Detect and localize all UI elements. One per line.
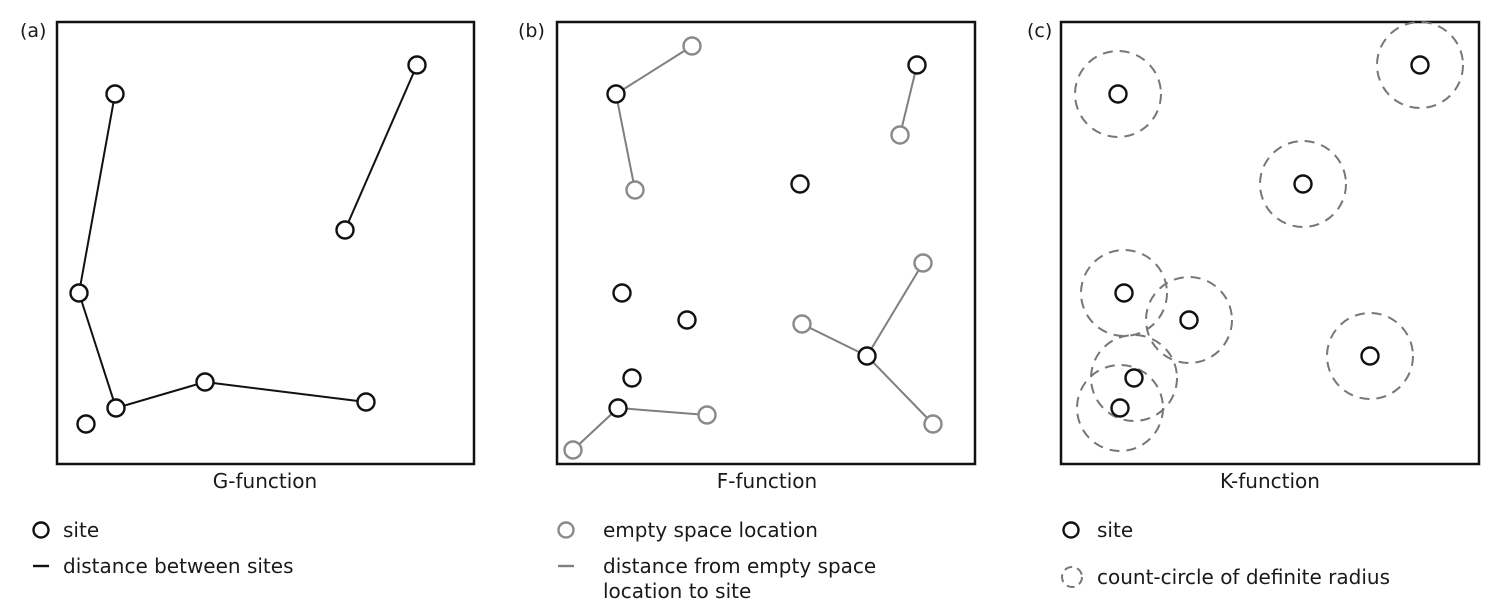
site-marker [69, 283, 89, 303]
distance-line [572, 407, 619, 451]
panel-a-distance-lines [78, 64, 418, 409]
site-marker [1108, 84, 1128, 104]
site-marker [335, 220, 355, 240]
distance-line [615, 93, 636, 191]
legend-site-icon [1062, 521, 1080, 539]
site-marker [105, 84, 125, 104]
site-marker [1179, 310, 1199, 330]
count-circle [1259, 140, 1347, 228]
distance-line [204, 381, 367, 403]
count-circle [1090, 334, 1178, 422]
site-marker [1360, 346, 1380, 366]
legend-count-circle-label: count-circle of definite radius [1097, 565, 1390, 589]
count-circle [1145, 276, 1233, 364]
panel-a-caption: G-function [213, 469, 317, 493]
site-marker [407, 55, 427, 75]
count-circle [1074, 50, 1162, 138]
site-marker [790, 174, 810, 194]
count-circle [1326, 312, 1414, 400]
legend-site-label: site [63, 518, 99, 542]
site-marker [1124, 368, 1144, 388]
site-marker [606, 84, 626, 104]
panel-c-caption: K-function [1220, 469, 1320, 493]
site-marker [622, 368, 642, 388]
panel-b-caption: F-function [717, 469, 817, 493]
legend-line-label-1: distance from empty space [603, 554, 876, 578]
panel-c-count-circles [1074, 21, 1464, 452]
empty-space-marker [890, 125, 910, 145]
panel-c-sites [1108, 55, 1430, 418]
panel-c-label: (c) [1027, 20, 1052, 42]
panel-b-label: (b) [518, 20, 545, 42]
distance-line [866, 355, 934, 425]
count-circle [1076, 364, 1164, 452]
site-marker [907, 55, 927, 75]
panel-b-sites [606, 55, 927, 418]
panel-a-sites [69, 55, 427, 434]
panel-c-legend: site count-circle of definite radius [1061, 518, 1390, 589]
empty-space-marker [682, 36, 702, 56]
panel-b-frame [555, 20, 977, 466]
distance-line [78, 93, 116, 294]
panel-c-frame [1059, 20, 1481, 466]
site-marker [1110, 398, 1130, 418]
count-circle [1376, 21, 1464, 109]
empty-space-marker [625, 180, 645, 200]
legend-empty-space-label: empty space location [603, 518, 818, 542]
panel-a-legend: site distance between sites [32, 518, 294, 578]
panel-b: (b) [518, 20, 977, 603]
empty-space-marker [913, 253, 933, 273]
distance-line [78, 292, 117, 409]
empty-space-marker [563, 440, 583, 460]
site-marker [106, 398, 126, 418]
panel-b-distance-lines [572, 45, 934, 451]
site-marker [1410, 55, 1430, 75]
site-marker [608, 398, 628, 418]
panel-a-frame [55, 20, 476, 466]
panel-a-label: (a) [20, 20, 46, 42]
site-marker [195, 372, 215, 392]
distance-line [617, 407, 708, 416]
legend-count-circle-icon [1061, 566, 1083, 588]
legend-site-label: site [1097, 518, 1133, 542]
count-circle [1080, 249, 1168, 337]
empty-space-marker [792, 314, 812, 334]
site-marker [76, 414, 96, 434]
site-marker [356, 392, 376, 412]
panel-a: (a) G-function site distance between sit… [20, 20, 476, 578]
legend-site-icon [32, 521, 50, 539]
site-marker [1293, 174, 1313, 194]
panel-c: (c) K-function site count-c [1027, 20, 1481, 589]
site-marker [612, 283, 632, 303]
legend-line-label-2: location to site [603, 579, 751, 603]
site-marker [677, 310, 697, 330]
site-marker [857, 346, 877, 366]
distance-line [115, 381, 206, 409]
distance-line [866, 262, 924, 357]
distance-line [615, 45, 693, 95]
site-marker [1114, 283, 1134, 303]
legend-line-label: distance between sites [63, 554, 294, 578]
panel-b-legend: empty space location distance from empty… [557, 518, 876, 603]
distance-line [344, 64, 418, 231]
distance-line [801, 323, 868, 357]
distance-line [899, 64, 918, 136]
legend-empty-space-icon [557, 521, 575, 539]
empty-space-marker [923, 414, 943, 434]
panel-b-empty-space-locations [563, 36, 943, 460]
empty-space-marker [697, 405, 717, 425]
